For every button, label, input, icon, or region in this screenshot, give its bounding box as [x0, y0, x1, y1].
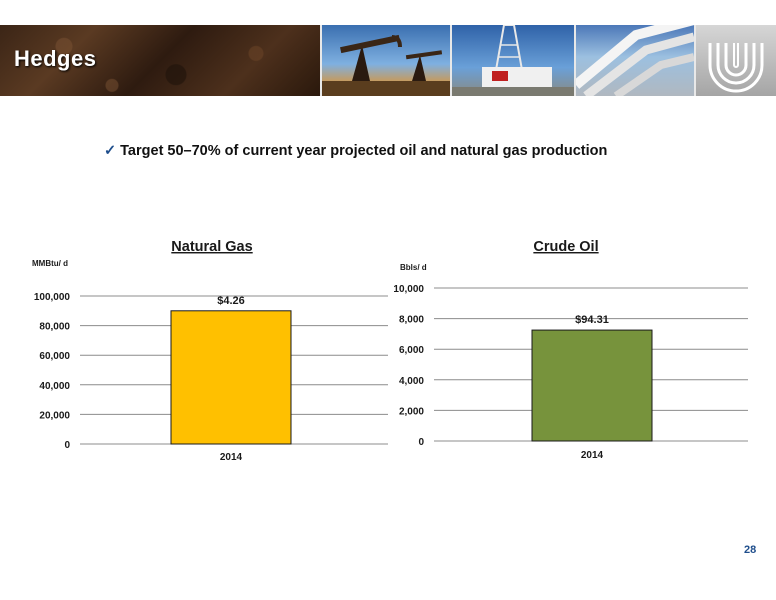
page-title: Hedges [14, 46, 97, 71]
chart-title: Crude Oil [533, 239, 598, 255]
y-tick-label: 80,000 [39, 322, 70, 333]
y-tick-label: 60,000 [39, 351, 70, 362]
y-axis-unit-label: MMBtu/ d [32, 259, 68, 268]
header-divider [450, 25, 452, 96]
y-tick-label: 10,000 [393, 284, 424, 295]
natural-gas-chart: Natural Gas MMBtu/ d 0 20,000 40,000 60,000 80… [32, 239, 388, 463]
chart-title: Natural Gas [171, 239, 252, 255]
bar-2014 [531, 329, 653, 442]
leather-texture-image [0, 25, 320, 96]
y-tick-label: 0 [64, 440, 70, 451]
x-category-label: 2014 [581, 450, 604, 461]
bar-data-label: $4.26 [217, 295, 245, 307]
y-tick-label: 0 [418, 437, 424, 448]
pumpjack-photo [322, 25, 450, 96]
y-tick-label: 20,000 [39, 410, 70, 421]
crude-oil-chart: Crude Oil Bbls/ d 0 2,000 4,000 6,000 8,000 10,… [393, 239, 748, 461]
header-banner: Hedges [0, 25, 776, 96]
y-tick-label: 40,000 [39, 381, 70, 392]
y-tick-label: 8,000 [399, 315, 424, 326]
header-divider [694, 25, 696, 96]
bar-data-label: $94.31 [575, 314, 609, 326]
y-tick-label: 6,000 [399, 345, 424, 356]
company-logo [696, 25, 776, 96]
y-tick-label: 2,000 [399, 406, 424, 417]
target-bullet: ✓ Target 50–70% of current year projected… [104, 143, 607, 159]
y-tick-label: 4,000 [399, 376, 424, 387]
checkmark-icon: ✓ [104, 143, 117, 159]
header-divider [574, 25, 576, 96]
page-number: 28 [744, 544, 757, 556]
bullet-text: Target 50–70% of current year projected … [120, 143, 608, 159]
bar-2014 [170, 310, 292, 445]
pipeline-photo [576, 25, 694, 96]
drilling-rig-photo [452, 25, 574, 96]
header-divider [320, 25, 322, 96]
x-category-label: 2014 [220, 452, 243, 463]
y-axis-unit-label: Bbls/ d [400, 263, 427, 272]
y-tick-label: 100,000 [34, 292, 71, 303]
